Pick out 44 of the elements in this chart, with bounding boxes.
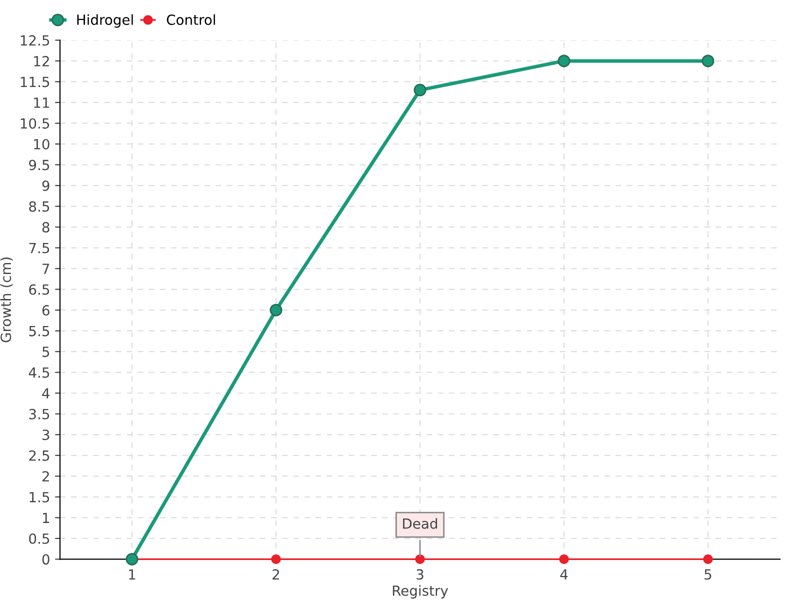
- y-tick-label: 7: [42, 264, 50, 274]
- y-tick-label: 11: [34, 98, 49, 108]
- y-tick-label: 6: [42, 305, 50, 316]
- y-tick-label: 8: [42, 222, 50, 233]
- point: [558, 54, 570, 68]
- y-tick-label: 12: [34, 56, 49, 66]
- y-tick-label: 4: [42, 388, 50, 398]
- x-tick-label: 1: [129, 569, 136, 580]
- y-tick-label: 10.5: [20, 118, 50, 129]
- x-axis-title: Registry: [392, 585, 448, 599]
- y-tick-label: 4.5: [28, 368, 50, 378]
- point: [702, 54, 714, 68]
- y-tick-label: 9.5: [29, 160, 50, 170]
- x-tick-label: 2: [272, 569, 280, 580]
- x-tick-label: 4: [560, 569, 568, 580]
- point: [271, 554, 281, 564]
- y-tick-label: 5: [42, 346, 50, 358]
- y-tick-label: 6.5: [29, 284, 50, 295]
- y-tick-label: 2.5: [29, 450, 50, 461]
- y-tick-label: 2: [42, 471, 49, 482]
- y-tick-label: 8.5: [29, 201, 50, 212]
- y-tick-label: 3.5: [29, 408, 50, 420]
- legend-label: Hidrogel: [77, 14, 133, 28]
- y-tick-label: 9: [42, 180, 50, 191]
- point: [414, 84, 426, 96]
- y-tick-label: 1: [42, 512, 49, 523]
- legend-label: Control: [166, 14, 215, 26]
- point: [703, 554, 713, 564]
- y-axis-title: Growth (cm): [0, 258, 13, 342]
- y-tick-label: 1.5: [30, 492, 50, 502]
- point: [270, 304, 282, 316]
- y-tick-label: 0: [42, 554, 50, 565]
- y-tick-label: 12.5: [20, 35, 50, 46]
- y-tick-label: 0.5: [29, 533, 50, 544]
- x-tick-label: 5: [704, 569, 712, 580]
- y-tick-label: 5.5: [29, 326, 50, 336]
- y-tick-label: 7.5: [29, 242, 50, 254]
- y-tick-label: 10: [34, 138, 50, 150]
- x-tick-label: 3: [416, 569, 424, 580]
- point: [559, 554, 569, 564]
- y-tick-label: 11.5: [20, 76, 50, 88]
- annotation: Dead: [403, 518, 438, 529]
- point: [415, 554, 425, 564]
- y-tick-label: 3: [42, 430, 50, 440]
